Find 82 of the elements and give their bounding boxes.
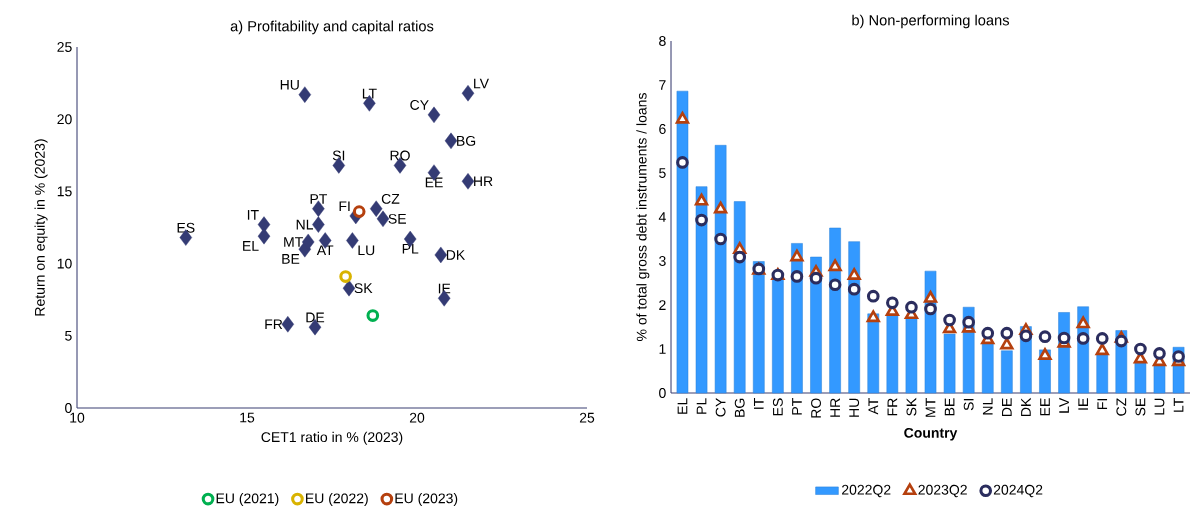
x-tick-label: LU: [1154, 398, 1165, 415]
x-tick-label: LT: [1173, 398, 1184, 412]
series-label: MT: [284, 237, 303, 247]
x-tick-label: MT: [925, 398, 936, 417]
legend-label: 2024Q2: [993, 484, 1043, 498]
series-label: FI: [339, 201, 350, 212]
series-label: PT: [310, 194, 328, 204]
x-tick-label: ES: [772, 398, 783, 416]
x-tick-label: BE: [944, 398, 955, 416]
series-label: EL: [243, 241, 259, 251]
series-label: RO: [390, 150, 410, 161]
legend-label: 2022Q2: [842, 484, 891, 498]
x-tick-label: DK: [1021, 397, 1031, 417]
series-label: PL: [402, 244, 419, 254]
x-tick-label: EL: [677, 398, 688, 414]
x-tick-label: FR: [887, 398, 898, 416]
x-tick-label: HR: [830, 398, 840, 417]
series-label: LU: [358, 245, 375, 256]
series-label: HR: [474, 176, 493, 187]
series-label: HU: [280, 79, 299, 90]
y-tick-label: 0: [65, 403, 72, 413]
x-axis-title: CET1 ratio in % (2023): [261, 431, 403, 445]
y-axis-title: % of total gross debt instruments / loans: [636, 93, 650, 342]
x-tick-label: SK: [906, 397, 917, 416]
x-tick-label: LV: [1059, 397, 1069, 413]
series-label: DK: [446, 250, 466, 260]
x-tick-label: SI: [963, 399, 974, 411]
x-tick-label: 15: [240, 412, 255, 423]
legend-label: EU (2023): [395, 493, 458, 507]
series-label: BE: [282, 254, 300, 264]
y-tick-label: 25: [57, 42, 72, 52]
x-tick-label: BG: [734, 398, 745, 417]
y-tick-label: 5: [65, 330, 72, 341]
y-axis-title: Return on equity in % (2023): [34, 139, 48, 316]
series-label: CZ: [381, 193, 400, 204]
y-tick-label: 20: [57, 114, 72, 125]
x-tick-label: HU: [849, 398, 860, 417]
legend-label: 2023Q2: [918, 484, 967, 498]
x-tick-label: IE: [1078, 398, 1088, 410]
x-tick-label: 25: [579, 412, 595, 423]
legend-label: EU (2022): [306, 493, 368, 507]
series-label: BG: [457, 135, 476, 146]
y-tick-label: 6: [659, 124, 666, 134]
x-tick-label: 20: [409, 412, 425, 423]
y-tick-label: 7: [659, 80, 666, 90]
x-tick-label: EE: [1040, 398, 1050, 416]
series-label: FR: [265, 319, 283, 330]
y-tick-label: 4: [658, 212, 666, 222]
y-tick-label: 8: [659, 36, 666, 46]
series-label: EE: [425, 177, 443, 188]
series-label: IT: [247, 210, 259, 220]
y-tick-label: 15: [57, 186, 72, 197]
x-axis-title: Country: [904, 427, 958, 441]
x-tick-label: SE: [1135, 398, 1146, 416]
x-tick-label: RO: [811, 398, 821, 418]
x-tick-label: CY: [715, 398, 726, 417]
x-tick-label: FI: [1097, 399, 1108, 409]
series-label: NL: [296, 219, 313, 230]
series-label: ES: [177, 222, 195, 233]
x-tick-label: IT: [753, 398, 764, 409]
legend-label: EU (2021): [216, 493, 279, 507]
x-tick-label: PL: [696, 398, 707, 414]
chart-title: a) Profitability and capital ratios: [230, 20, 434, 35]
y-tick-label: 2: [659, 300, 666, 310]
series-label: LV: [474, 78, 489, 89]
y-tick-label: 0: [659, 388, 666, 398]
y-tick-label: 5: [659, 168, 666, 178]
x-tick-label: NL: [982, 398, 993, 415]
x-tick-label: DE: [1002, 398, 1012, 417]
chart-title: b) Non-performing loans: [852, 14, 1010, 29]
series-label: CY: [410, 100, 429, 110]
y-tick-label: 1: [659, 344, 666, 354]
series-label: AT: [316, 245, 334, 256]
x-tick-label: AT: [868, 398, 879, 415]
x-tick-label: PT: [792, 398, 802, 415]
series-label: SI: [332, 150, 345, 161]
y-tick-label: 3: [659, 256, 666, 266]
series-label: SK: [354, 283, 373, 294]
series-label: SE: [388, 213, 406, 224]
x-tick-label: CZ: [1116, 398, 1127, 416]
y-tick-label: 10: [57, 258, 72, 269]
series-label: DE: [306, 312, 325, 323]
